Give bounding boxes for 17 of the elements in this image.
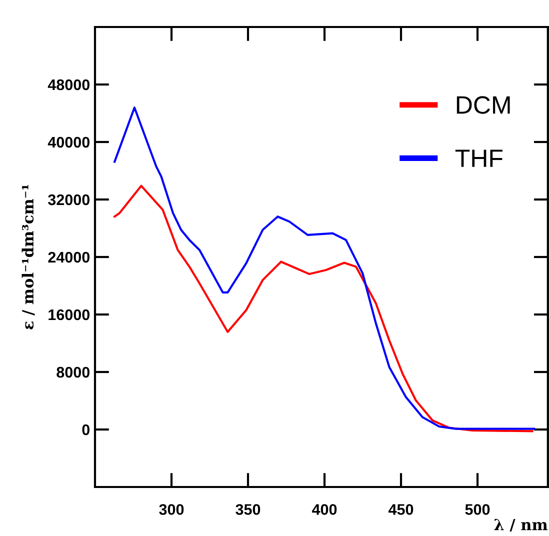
- legend-label: THF: [455, 150, 502, 167]
- y-tick-label: 32000: [48, 194, 90, 206]
- x-tick-label: 300: [159, 504, 184, 515]
- y-tick-label: 40000: [48, 136, 90, 148]
- y-tick-label: 8000: [56, 366, 90, 378]
- y-tick-label: 0: [82, 424, 90, 436]
- y-axis-title: ε / mol⁻¹dm³cm⁻¹: [22, 184, 35, 330]
- x-tick-label: 500: [465, 504, 490, 515]
- x-axis-title: λ / nm: [494, 518, 548, 532]
- x-tick-label: 350: [236, 504, 260, 515]
- y-tick-label: 16000: [48, 309, 90, 320]
- line-series: [114, 184, 534, 432]
- y-tick-label: 24000: [48, 252, 90, 263]
- y-tick-label: 48000: [48, 79, 90, 90]
- x-tick-label: 400: [312, 504, 337, 515]
- legend-label: DCM: [456, 96, 510, 114]
- x-tick-label: 450: [388, 504, 414, 515]
